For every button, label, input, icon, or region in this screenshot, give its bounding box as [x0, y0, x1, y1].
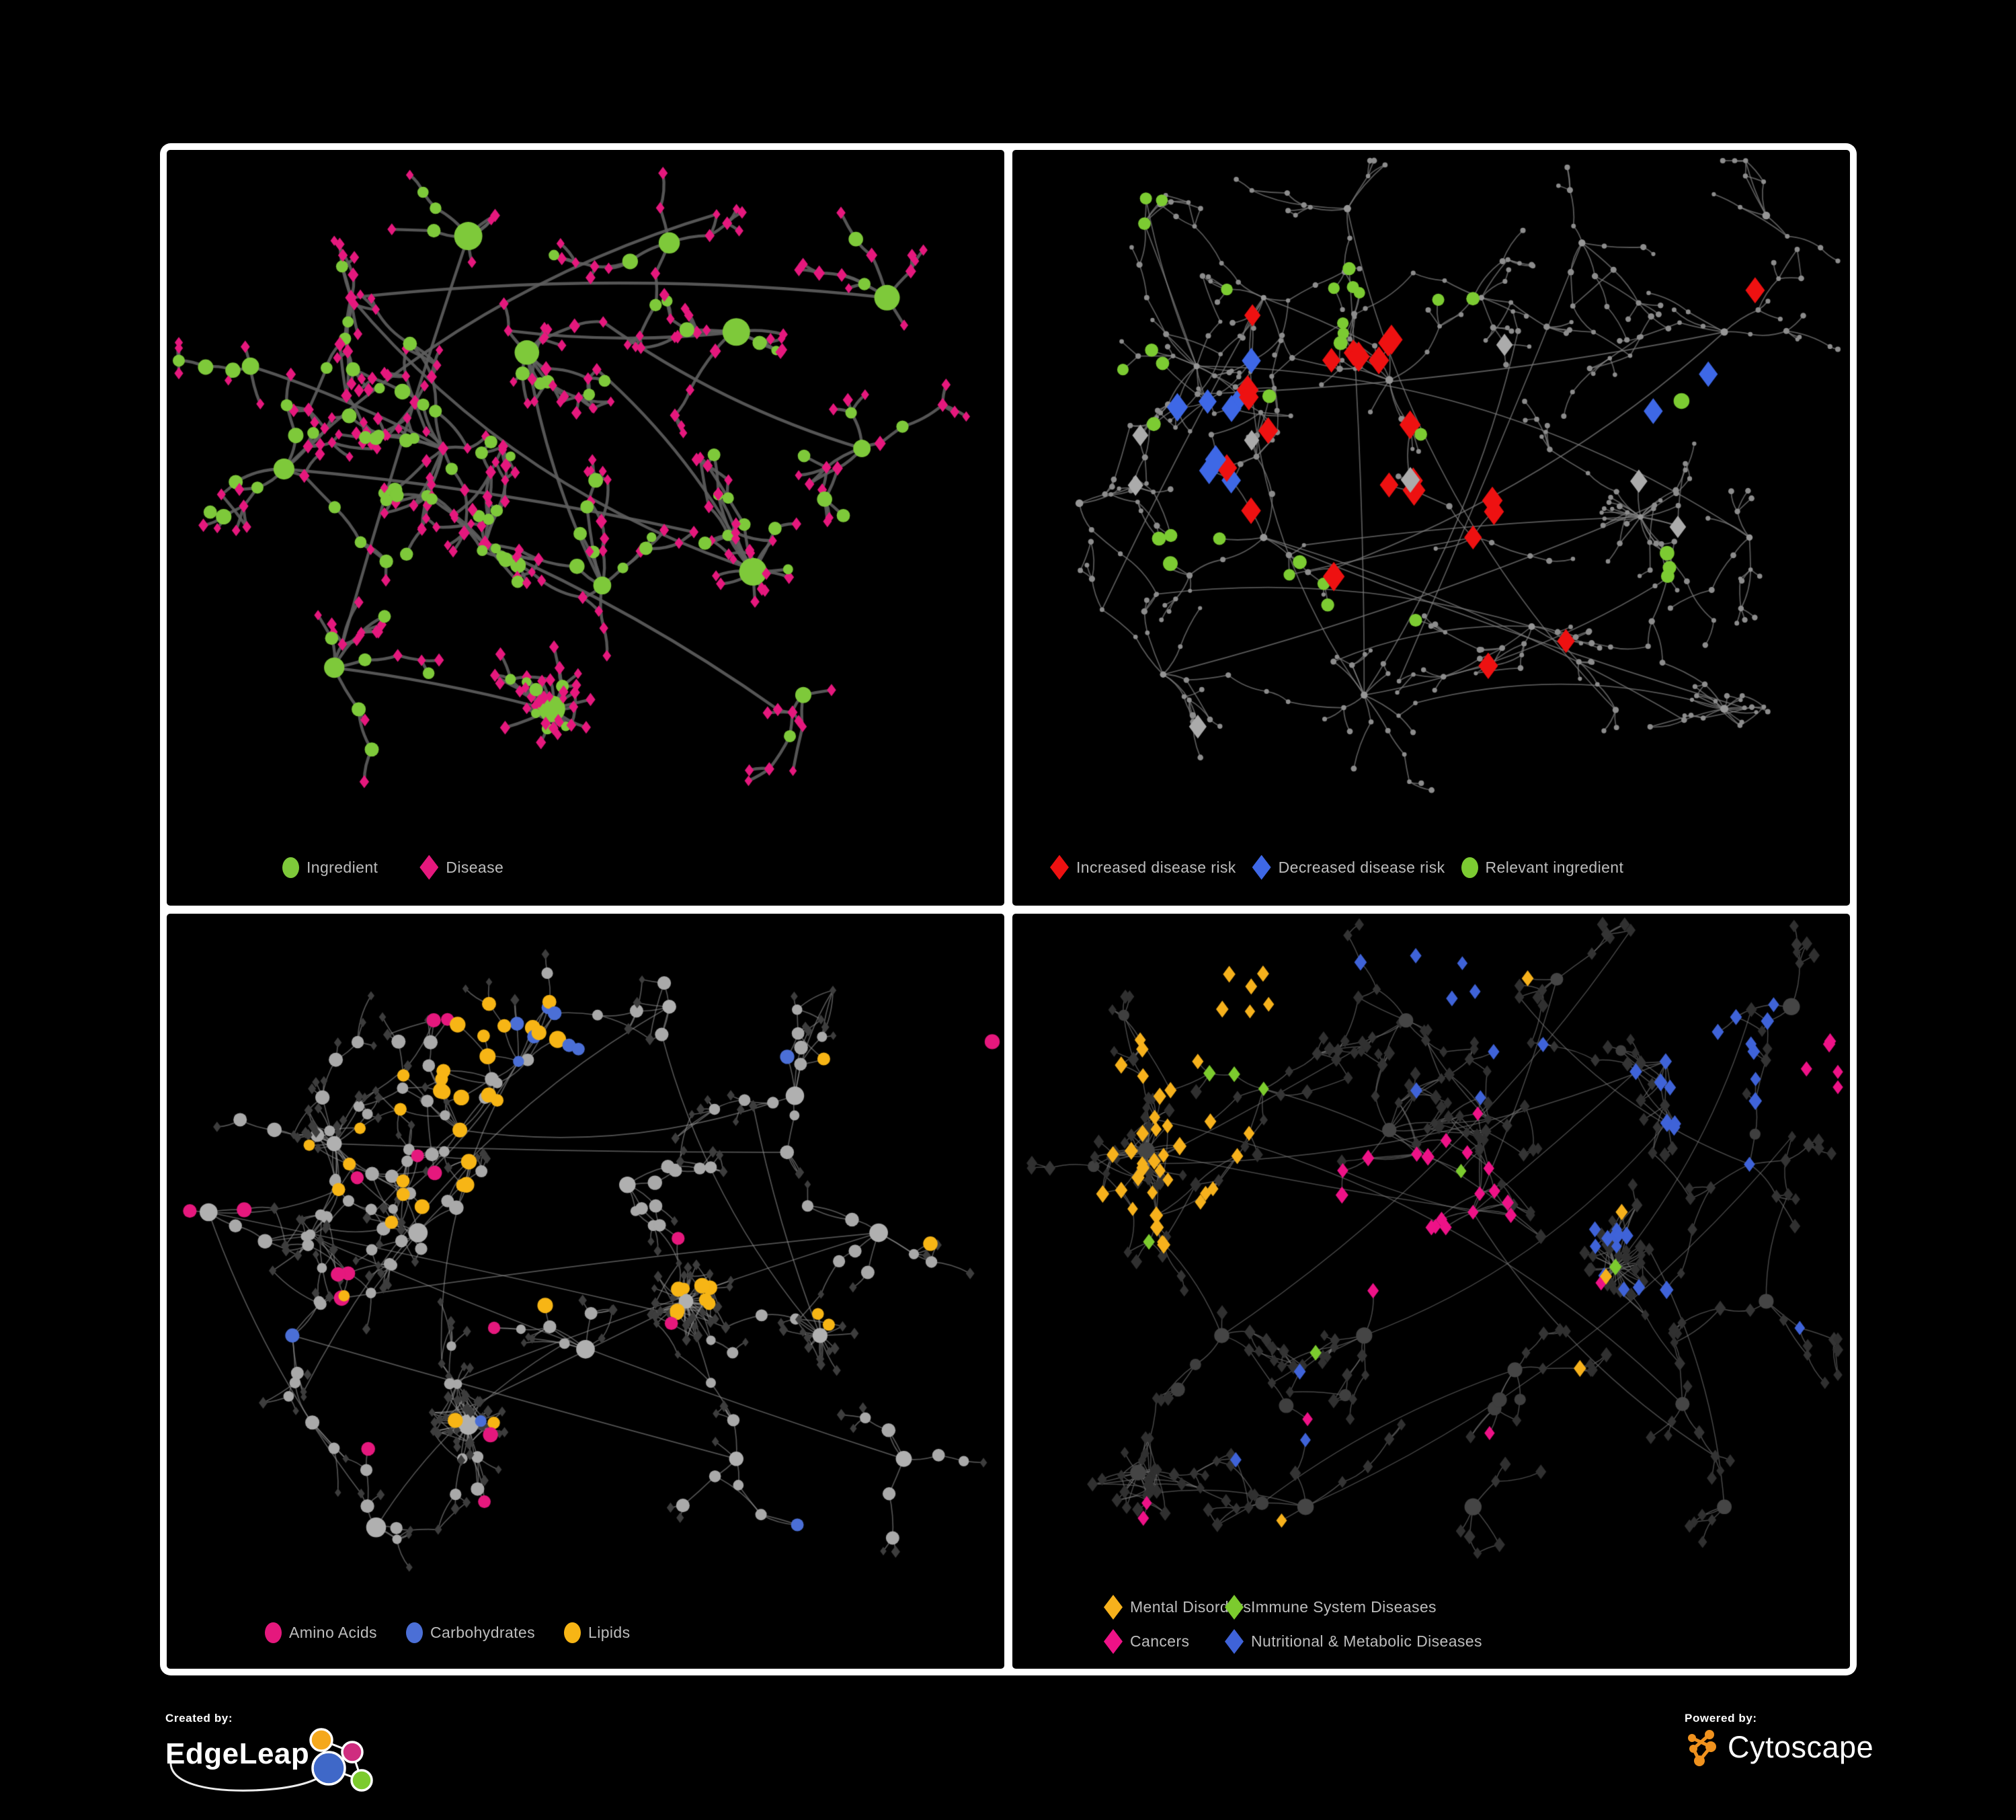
edgeleap-wordmark: EdgeLeap: [165, 1737, 310, 1770]
disease-swatch: [419, 855, 439, 880]
legend-item-ingredient: Ingredient: [282, 857, 378, 878]
legend-label: Lipids: [588, 1624, 631, 1641]
legend-ingredient-disease: Ingredient Disease: [282, 855, 503, 880]
legend-item-lipids: Lipids: [564, 1622, 631, 1643]
created-by-block: Created by: EdgeLeap: [165, 1712, 481, 1794]
amino-acids-swatch: [265, 1622, 282, 1643]
network-disease-risk: [1012, 150, 1850, 906]
carbohydrates-swatch: [405, 1622, 423, 1643]
powered-by-label: Powered by:: [1685, 1712, 1757, 1725]
edgeleap-node-pink: [341, 1741, 364, 1764]
network-ingredient-disease: [167, 150, 1004, 906]
legend-item-immune-diseases: Immune System Diseases: [1225, 1595, 1482, 1620]
panel-disease-categories: Mental Disorders Immune System Diseases …: [1012, 913, 1850, 1669]
legend-item-relevant-ingredient: Relevant ingredient: [1461, 857, 1624, 878]
legend-item-carbohydrates: Carbohydrates: [405, 1622, 536, 1643]
legend-item-nutritional-metabolic: Nutritional & Metabolic Diseases: [1225, 1629, 1482, 1654]
legend-label: Nutritional & Metabolic Diseases: [1251, 1632, 1482, 1650]
network-nutrient-classes: [167, 913, 1004, 1669]
edgeleap-node-blue: [311, 1751, 346, 1786]
legend-item-amino-acids: Amino Acids: [265, 1622, 377, 1643]
relevant-ingredient-swatch: [1461, 857, 1478, 878]
cytoscape-wordmark: Cytoscape: [1728, 1730, 1874, 1764]
panel-disease-risk: Increased disease risk Decreased disease…: [1012, 150, 1850, 906]
created-by-label: Created by:: [165, 1712, 233, 1725]
legend-label: Decreased disease risk: [1278, 858, 1445, 876]
legend-disease-risk: Increased disease risk Decreased disease…: [1050, 855, 1623, 880]
legend-item-mental-disorders: Mental Disorders: [1104, 1595, 1251, 1620]
panel-ingredient-disease: Ingredient Disease: [167, 150, 1004, 906]
lipids-swatch: [564, 1622, 581, 1643]
cancers-swatch: [1104, 1629, 1123, 1654]
legend-label: Carbohydrates: [430, 1624, 536, 1641]
panel-nutrient-classes: Amino Acids Carbohydrates Lipids: [167, 913, 1004, 1669]
cytoscape-icon: [1688, 1730, 1716, 1766]
legend-nutrient-classes: Amino Acids Carbohydrates Lipids: [265, 1622, 631, 1643]
legend-item-increased-risk: Increased disease risk: [1050, 855, 1236, 880]
ingredient-swatch: [282, 857, 299, 878]
edgeleap-logo: EdgeLeap: [165, 1727, 481, 1794]
powered-by-block: Powered by: Cytoscape: [1685, 1712, 1873, 1767]
legend-label: Disease: [446, 858, 504, 876]
legend-disease-categories: Mental Disorders Immune System Diseases …: [1104, 1595, 1482, 1654]
mental-disorders-swatch: [1104, 1595, 1123, 1620]
legend-label: Cancers: [1130, 1632, 1190, 1650]
legend-item-decreased-risk: Decreased disease risk: [1252, 855, 1445, 880]
legend-label: Ingredient: [307, 858, 378, 876]
legend-item-cancers: Cancers: [1104, 1629, 1225, 1654]
legend-label: Relevant ingredient: [1485, 858, 1624, 876]
legend-item-disease: Disease: [419, 855, 503, 880]
figure-grid: Ingredient Disease Increased disease ris…: [160, 143, 1857, 1675]
decreased-risk-swatch: [1252, 855, 1271, 880]
legend-label: Increased disease risk: [1076, 858, 1236, 876]
nutritional-metabolic-swatch: [1225, 1629, 1244, 1654]
immune-diseases-swatch: [1225, 1595, 1244, 1620]
edgeleap-logo-graphic: [169, 1728, 373, 1792]
edgeleap-node-green: [350, 1769, 373, 1792]
legend-label: Amino Acids: [289, 1624, 377, 1641]
network-disease-categories: [1012, 913, 1850, 1669]
edgeleap-node-orange: [309, 1728, 333, 1752]
increased-risk-swatch: [1050, 855, 1069, 880]
legend-label: Immune System Diseases: [1251, 1598, 1437, 1616]
